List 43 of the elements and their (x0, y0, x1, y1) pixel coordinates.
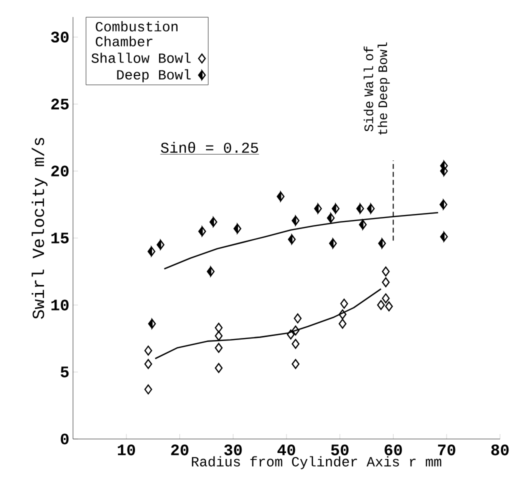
point (382, 277, 390, 288)
point (214, 330, 223, 341)
y-axis-title: Swirl Velocity m/s (32, 138, 48, 319)
legend-label: Deep Bowl (117, 69, 191, 82)
y-tick-label: 10 (51, 300, 69, 310)
point (214, 322, 223, 333)
point (144, 384, 152, 394)
point (340, 298, 348, 309)
y-tick-label: 15 (51, 232, 69, 244)
point (292, 358, 300, 369)
x-tick-label: 20 (171, 444, 188, 456)
y-tick-label: 0 (60, 434, 69, 444)
point (144, 346, 152, 356)
x-tick-label: 80 (491, 444, 509, 456)
point (292, 326, 300, 336)
point (338, 309, 346, 320)
point (385, 301, 393, 312)
legend-label: Shallow Bowl (92, 52, 191, 63)
legend-title: Combustion Chamber (96, 21, 178, 46)
point (214, 363, 223, 373)
y-tick-label: 5 (60, 366, 69, 378)
y-tick-label: 20 (51, 166, 69, 176)
point (338, 318, 346, 329)
x-tick-label: 50 (331, 444, 349, 456)
x-axis-title: Radius from Cylinder Axis r mm (192, 456, 442, 470)
point (144, 358, 152, 369)
x-tick-label: 40 (277, 444, 296, 456)
line-series (154, 288, 382, 360)
x-tick-label: 70 (438, 444, 456, 456)
y-tick-label: 30 (51, 32, 69, 42)
ref-line-label: Side Wall of the Deep Bowl (364, 42, 390, 135)
x-tick-label: 30 (224, 444, 242, 456)
point (214, 342, 223, 353)
x-tick-label: 60 (384, 444, 402, 456)
annotation: Sinθ = 0.25 (160, 142, 258, 153)
point (377, 300, 385, 310)
y-tick-label: 25 (51, 98, 69, 110)
point (292, 338, 300, 349)
point (382, 293, 390, 304)
point (286, 330, 295, 340)
x-tick-label: 10 (118, 444, 136, 456)
point (294, 313, 302, 324)
point (382, 266, 390, 277)
